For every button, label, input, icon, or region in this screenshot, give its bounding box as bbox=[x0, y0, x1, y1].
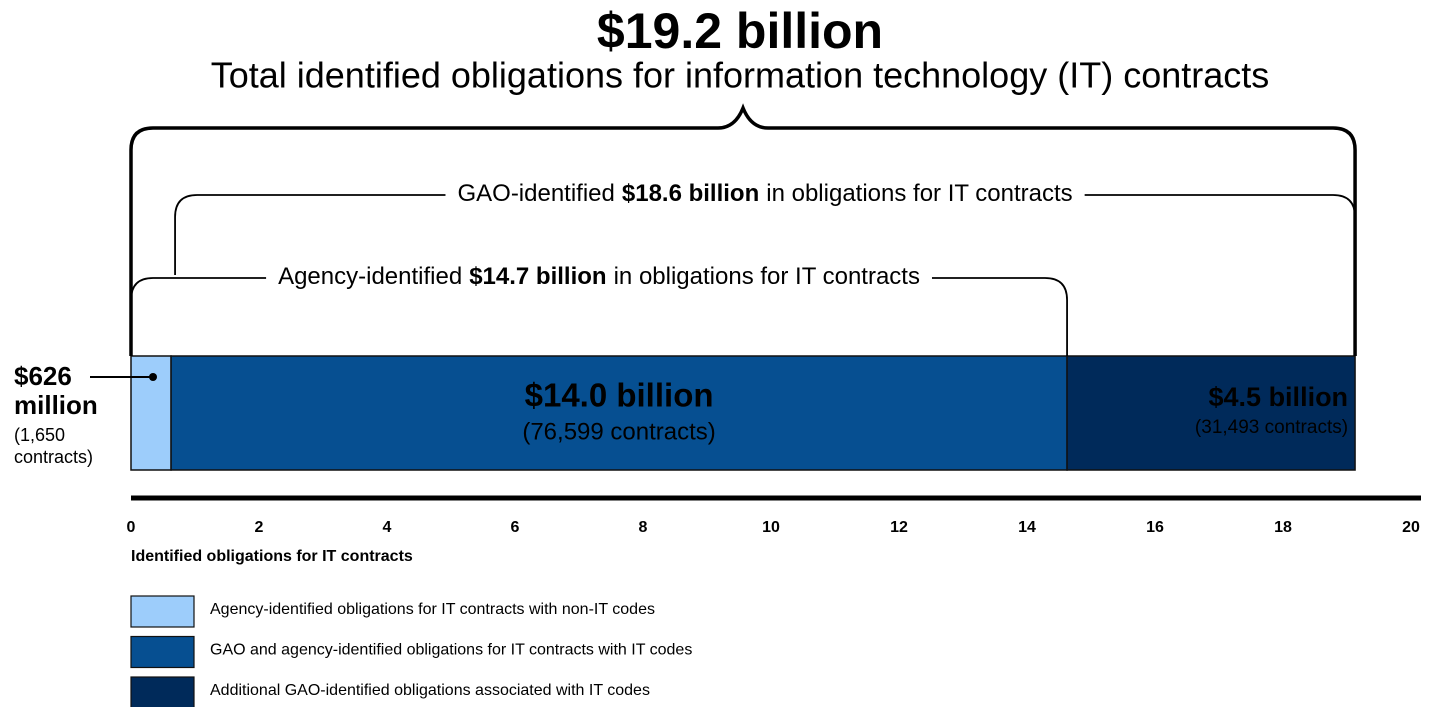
data-label: $14.0 billion bbox=[525, 377, 714, 414]
x-tick-label: 20 bbox=[1402, 519, 1420, 536]
x-tick-label: 2 bbox=[255, 519, 264, 536]
data-label: $626 million bbox=[14, 361, 98, 420]
data-sublabel: (76,599 contracts) bbox=[522, 418, 715, 445]
x-tick-label: 8 bbox=[639, 519, 648, 536]
x-tick-label: 0 bbox=[127, 519, 136, 536]
data-label-line: million bbox=[14, 390, 98, 420]
x-tick-label: 10 bbox=[762, 519, 780, 536]
annotation-suffix: in obligations for IT contracts bbox=[614, 263, 920, 290]
total-brace bbox=[129, 103, 1357, 356]
x-tick-label: 18 bbox=[1274, 519, 1292, 536]
legend-label: GAO and agency-identified obligations fo… bbox=[210, 642, 692, 659]
data-label: $4.5 billion bbox=[1209, 382, 1349, 412]
annotation-prefix: GAO-identified bbox=[457, 180, 614, 207]
bar-segment bbox=[170, 355, 1068, 471]
annotation-bg bbox=[445, 180, 1085, 208]
x-tick-label: 6 bbox=[511, 519, 520, 536]
data-sublabel-line: contracts) bbox=[14, 447, 93, 467]
x-tick-label: 16 bbox=[1146, 519, 1164, 536]
bar-segment bbox=[1066, 355, 1356, 471]
annotation-suffix: in obligations for IT contracts bbox=[766, 180, 1072, 207]
data-sublabel-line: (1,650 bbox=[14, 425, 65, 445]
chart-subtitle: Total identified obligations for informa… bbox=[211, 55, 1270, 96]
legend-swatch bbox=[130, 635, 195, 669]
annotation-emphasis: $18.6 billion bbox=[622, 180, 759, 207]
legend-label: Additional GAO-identified obligations as… bbox=[210, 682, 650, 699]
data-label-line: $626 bbox=[14, 361, 72, 391]
x-axis-label: Identified obligations for IT contracts bbox=[131, 548, 413, 565]
annotation: Agency-identified $14.7 billion in obligat… bbox=[278, 263, 920, 290]
data-sublabel: (1,650 contracts) bbox=[14, 425, 93, 467]
legend-swatch bbox=[130, 676, 195, 707]
legend-swatch bbox=[130, 595, 195, 628]
x-tick-label: 14 bbox=[1018, 519, 1036, 536]
data-sublabel: (31,493 contracts) bbox=[1195, 417, 1348, 438]
chart-title: $19.2 billion bbox=[597, 3, 883, 59]
annotation-bg bbox=[266, 263, 932, 291]
x-tick-label: 12 bbox=[890, 519, 908, 536]
x-tick-label: 4 bbox=[383, 519, 392, 536]
bar-segment bbox=[130, 355, 172, 471]
legend-label: Agency-identified obligations for IT con… bbox=[210, 601, 655, 618]
annotation-emphasis: $14.7 billion bbox=[469, 263, 606, 290]
annotation: GAO-identified $18.6 billion in obligation… bbox=[457, 180, 1072, 207]
leader-dot bbox=[149, 373, 157, 381]
annotation-prefix: Agency-identified bbox=[278, 263, 462, 290]
